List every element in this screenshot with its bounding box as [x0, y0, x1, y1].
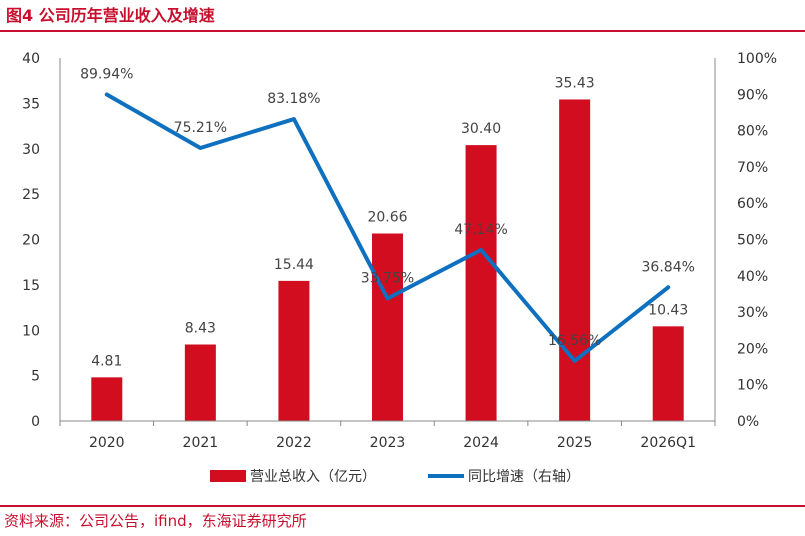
x-axis: 2020 2021 2022 2023 2024 2025 2026Q1 — [59, 420, 716, 451]
right-tick-label: 100% — [737, 51, 777, 67]
revenue-bars — [91, 99, 684, 421]
legend: 营业总收入（亿元） 同比增速（右轴） — [210, 469, 580, 485]
right-y-axis: 0% 10% 20% 30% 40% 50% 60% 70% 80% 90% 100% — [714, 51, 777, 430]
right-tick-label: 40% — [737, 269, 768, 285]
bar-value-label: 30.40 — [461, 121, 501, 137]
left-y-axis: 0 5 10 15 20 25 30 35 40 — [22, 51, 61, 430]
left-tick-label: 0 — [31, 414, 40, 430]
growth-value-label: 16.56% — [548, 333, 601, 349]
right-tick-label: 20% — [737, 341, 768, 357]
left-tick-label: 10 — [22, 323, 40, 339]
bar — [465, 145, 497, 421]
right-tick-label: 70% — [737, 160, 768, 176]
bar-value-label: 10.43 — [648, 302, 688, 318]
bar — [91, 377, 123, 421]
legend-line-label: 同比增速（右轴） — [468, 469, 580, 485]
bar-value-label: 15.44 — [274, 257, 314, 273]
growth-value-label: 33.75% — [361, 270, 414, 286]
bar-value-label: 20.66 — [367, 210, 407, 226]
bar — [652, 326, 684, 421]
left-tick-label: 20 — [22, 233, 40, 249]
data-labels: 4.81 8.43 15.44 20.66 30.40 35.43 10.43 89.94% 7… — [80, 67, 695, 370]
x-tick-label: 2021 — [183, 435, 219, 451]
bar — [559, 99, 591, 421]
legend-bar-label: 营业总收入（亿元） — [250, 469, 376, 485]
right-tick-label: 80% — [737, 124, 768, 140]
growth-value-label: 75.21% — [174, 120, 227, 136]
right-tick-label: 50% — [737, 233, 768, 249]
right-tick-label: 10% — [737, 378, 768, 394]
x-tick-label: 2026Q1 — [640, 435, 696, 451]
bar — [184, 344, 216, 421]
left-tick-label: 35 — [22, 96, 40, 112]
source-note: 资料来源：公司公告，ifind，东海证券研究所 — [4, 512, 307, 530]
left-tick-label: 15 — [22, 278, 40, 294]
growth-value-label: 83.18% — [267, 91, 320, 107]
growth-line — [104, 92, 671, 363]
title-divider — [0, 30, 805, 32]
bar — [372, 233, 403, 421]
growth-value-label: 47.14% — [454, 222, 507, 238]
x-tick-label: 2022 — [276, 435, 312, 451]
left-tick-label: 30 — [22, 142, 40, 158]
left-tick-label: 40 — [22, 51, 40, 67]
x-tick-label: 2023 — [370, 435, 406, 451]
right-tick-label: 90% — [737, 87, 768, 103]
x-tick-label: 2024 — [463, 435, 499, 451]
left-tick-label: 25 — [22, 187, 40, 203]
x-tick-label: 2020 — [89, 435, 125, 451]
legend-bar-swatch — [210, 470, 246, 482]
footer-divider — [0, 505, 805, 507]
bar-value-label: 8.43 — [185, 320, 216, 336]
left-tick-label: 5 — [31, 369, 40, 385]
right-tick-label: 30% — [737, 305, 768, 321]
right-tick-label: 60% — [737, 196, 768, 212]
figure-title: 图4 公司历年营业收入及增速 — [6, 6, 215, 25]
x-tick-label: 2025 — [557, 435, 593, 451]
bar — [278, 280, 310, 421]
bar-value-label: 35.43 — [555, 75, 595, 91]
right-tick-label: 0% — [737, 414, 759, 430]
growth-value-label: 89.94% — [80, 67, 133, 83]
growth-value-label: 36.84% — [642, 259, 695, 275]
bar-value-label: 4.81 — [91, 353, 122, 369]
